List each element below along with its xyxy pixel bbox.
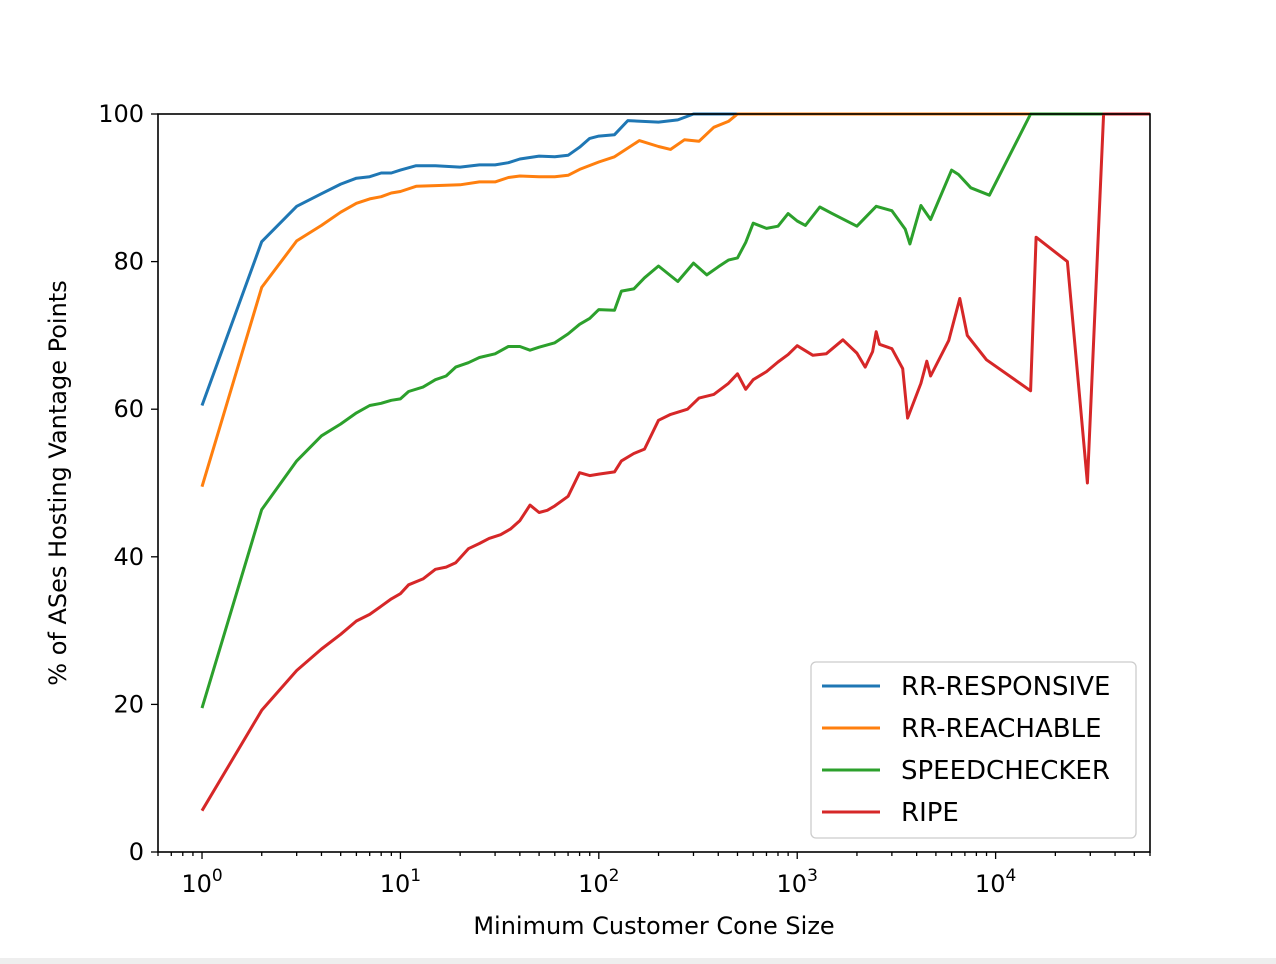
series-line-rr-responsive	[200, 112, 1150, 407]
legend-label: RR-REACHABLE	[901, 714, 1102, 744]
legend: RR-RESPONSIVE RR-REACHABLE SPEEDCHECKER RIP…	[810, 661, 1137, 839]
y-tick-label: 40	[113, 543, 144, 571]
series-line-speedchecker	[200, 112, 1150, 709]
legend-label: SPEEDCHECKER	[901, 756, 1110, 786]
x-tick-label: 101	[380, 866, 421, 898]
series-line-rr-reachable	[200, 112, 1150, 488]
x-tick-label: 103	[777, 866, 818, 898]
plot-frame	[157, 113, 1151, 853]
y-axis: 0 20 40 60 80 100	[98, 100, 158, 866]
y-tick-label: 60	[113, 395, 144, 423]
y-tick-label: 0	[129, 838, 144, 866]
window-bottom-strip	[0, 958, 1276, 964]
legend-frame	[810, 661, 1137, 839]
legend-label: RR-RESPONSIVE	[901, 672, 1110, 702]
x-tick-label: 100	[181, 866, 222, 898]
y-tick-label: 80	[113, 248, 144, 276]
legend-label: RIPE	[901, 798, 959, 828]
series-line-ripe	[200, 112, 1150, 812]
x-tick-label: 102	[578, 866, 619, 898]
x-tick-label: 104	[975, 866, 1016, 898]
x-axis: 100 101 102 103 104	[157, 852, 1151, 898]
series-layer	[200, 112, 1150, 812]
y-axis-label: % of ASes Hosting Vantage Points	[44, 280, 72, 685]
y-tick-label: 100	[98, 100, 144, 128]
x-axis-label: Minimum Customer Cone Size	[473, 912, 834, 940]
y-tick-label: 20	[113, 690, 144, 718]
